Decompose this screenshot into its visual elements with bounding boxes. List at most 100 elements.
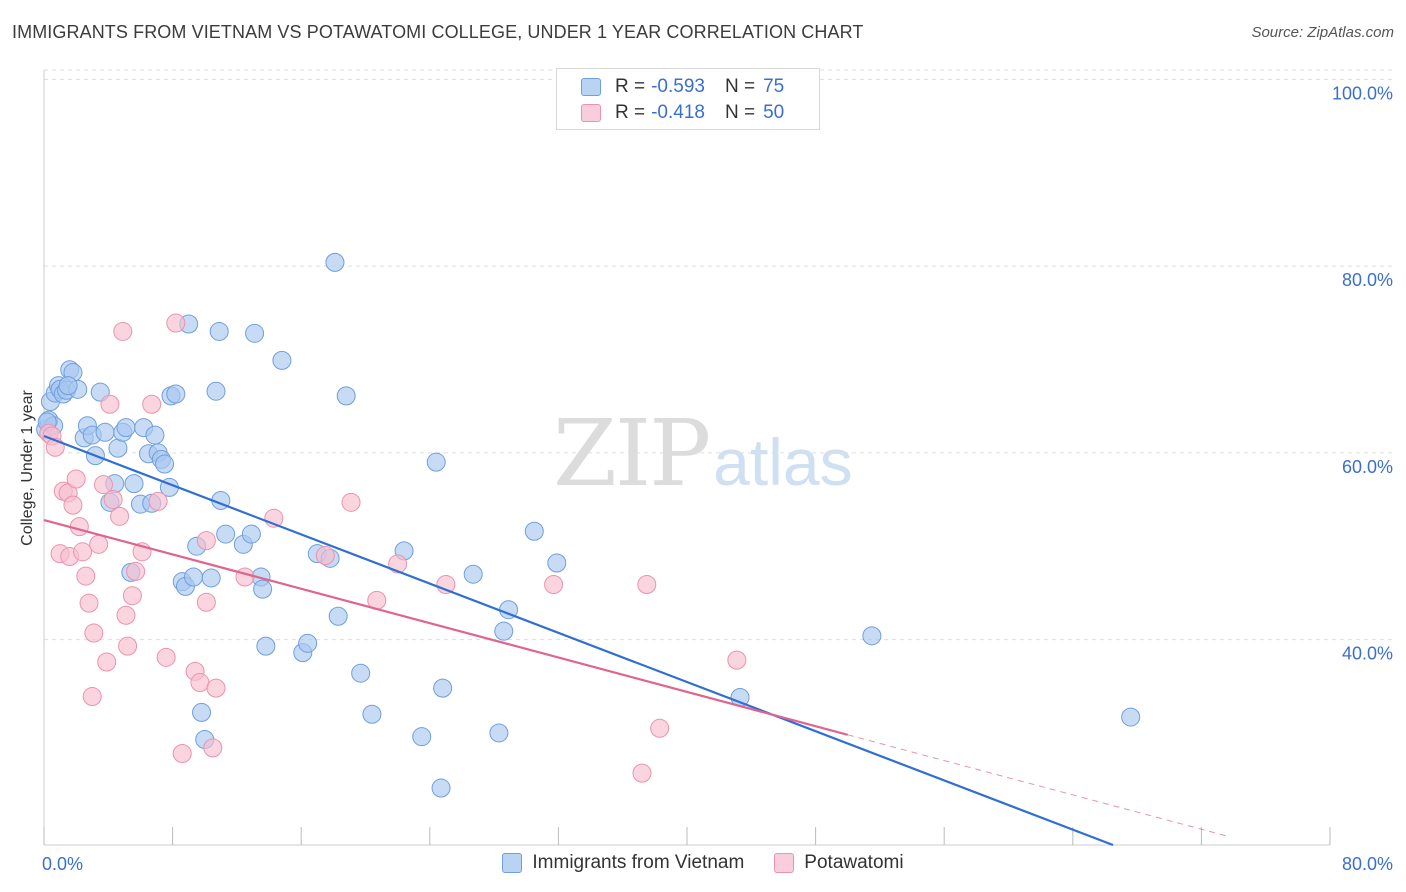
vietnam-point (431, 778, 451, 798)
vietnam-point (155, 454, 175, 474)
potawatomi-point (113, 321, 133, 341)
vietnam-point (412, 727, 432, 747)
axis-layer (43, 70, 1331, 846)
n-value: 75 (763, 76, 785, 97)
potawatomi-point (69, 517, 89, 537)
potawatomi-point (93, 475, 113, 495)
vietnam-point (298, 633, 318, 653)
vietnam-point (433, 678, 453, 698)
r-label: R = (615, 102, 646, 123)
vietnam-point (192, 702, 212, 722)
vietnam-point (116, 418, 136, 438)
legend-swatch-pink (774, 853, 795, 873)
vietnam-point (494, 621, 514, 641)
vietnam-point (426, 452, 446, 472)
potawatomi-point (190, 673, 210, 693)
potawatomi-point (235, 567, 255, 587)
potawatomi-point (315, 546, 335, 566)
vietnam-point (547, 553, 567, 573)
potawatomi-point (82, 687, 102, 707)
series-legend: Immigrants from Vietnam Potawatomi (0, 852, 1406, 874)
potawatomi-point (122, 586, 142, 606)
vietnam-point (272, 350, 292, 370)
vietnam-point (206, 381, 226, 401)
potawatomi-point (172, 743, 192, 763)
vietnam-point (216, 524, 236, 544)
potawatomi-point (156, 647, 176, 667)
potawatomi-point (206, 678, 226, 698)
potawatomi-point (341, 492, 361, 512)
vietnam-point (209, 321, 229, 341)
chart-title: IMMIGRANTS FROM VIETNAM VS POTAWATOMI CO… (12, 22, 864, 42)
potawatomi-point (727, 650, 747, 670)
vietnam-point (524, 521, 544, 541)
vietnam-point (145, 425, 165, 445)
potawatomi-point (148, 491, 168, 511)
potawatomi-point (66, 469, 86, 489)
correlation-legend: R = -0.593 N = 75 R = -0.418 N = 50 (556, 68, 820, 130)
r-value: -0.593 (651, 76, 705, 97)
vietnam-point (489, 723, 509, 743)
vietnam-point (862, 626, 882, 646)
potawatomi-point (196, 592, 216, 612)
vietnam-point (362, 704, 382, 724)
legend-label-vietnam: Immigrants from Vietnam (532, 852, 745, 873)
grid-layer (44, 69, 1392, 641)
y-tick-label: 80.0% (1342, 270, 1393, 290)
tick-label-layer: 40.0% 60.0% 80.0% 100.0% 0.0% 80.0% (42, 83, 1393, 874)
vietnam-point (253, 579, 273, 599)
legend-item-vietnam: Immigrants from Vietnam (502, 852, 744, 874)
vietnam-point (256, 636, 276, 656)
potawatomi-point (84, 623, 104, 643)
vietnam-point (463, 564, 483, 584)
n-label: N = (724, 76, 756, 97)
vietnam-point (124, 474, 144, 494)
potawatomi-trend-line (43, 518, 849, 736)
potawatomi-point (126, 561, 146, 581)
potawatomi-point (118, 636, 138, 656)
vietnam-point (95, 422, 115, 442)
y-tick-label: 100.0% (1332, 83, 1393, 103)
vietnam-point (351, 663, 371, 683)
vietnam-trend-line (43, 434, 1114, 847)
potawatomi-point (110, 506, 130, 526)
source-credit: Source: ZipAtlas.com (1251, 24, 1394, 41)
legend-swatch-blue (502, 853, 523, 873)
vietnam-point (1121, 707, 1141, 727)
vietnam-point (201, 568, 221, 588)
potawatomi-point (100, 394, 120, 414)
potawatomi-point (73, 542, 93, 562)
r-value: -0.418 (651, 102, 705, 123)
potawatomi-point (544, 574, 564, 594)
legend-label-potawatomi: Potawatomi (804, 852, 904, 873)
potawatomi-point (196, 531, 216, 551)
y-tick-label: 40.0% (1342, 644, 1393, 664)
potawatomi-point (142, 394, 162, 414)
potawatomi-point (166, 313, 186, 333)
legend-swatch-pink (581, 104, 601, 122)
potawatomi-point (637, 574, 657, 594)
vietnam-point (58, 376, 78, 396)
trend-layer (43, 434, 1226, 847)
vietnam-point (241, 524, 261, 544)
potawatomi-point (76, 566, 96, 586)
vietnam-point (166, 384, 186, 404)
vietnam-point (108, 438, 128, 458)
vietnam-point (325, 252, 345, 272)
potawatomi-trend-extension (847, 734, 1226, 837)
potawatomi-point (116, 605, 136, 625)
legend-swatch-blue (581, 78, 601, 96)
legend-item-potawatomi: Potawatomi (774, 852, 904, 874)
legend-row-potawatomi: R = -0.418 N = 50 (581, 101, 784, 125)
vietnam-point (328, 606, 348, 626)
potawatomi-point (650, 718, 670, 738)
vietnam-point (336, 386, 356, 406)
vietnam-point (245, 323, 265, 343)
n-value: 50 (763, 102, 785, 123)
potawatomi-point (203, 738, 223, 758)
points-layer (36, 252, 1141, 798)
legend-row-vietnam: R = -0.593 N = 75 (581, 75, 784, 99)
potawatomi-point (97, 652, 117, 672)
potawatomi-point (63, 495, 83, 515)
